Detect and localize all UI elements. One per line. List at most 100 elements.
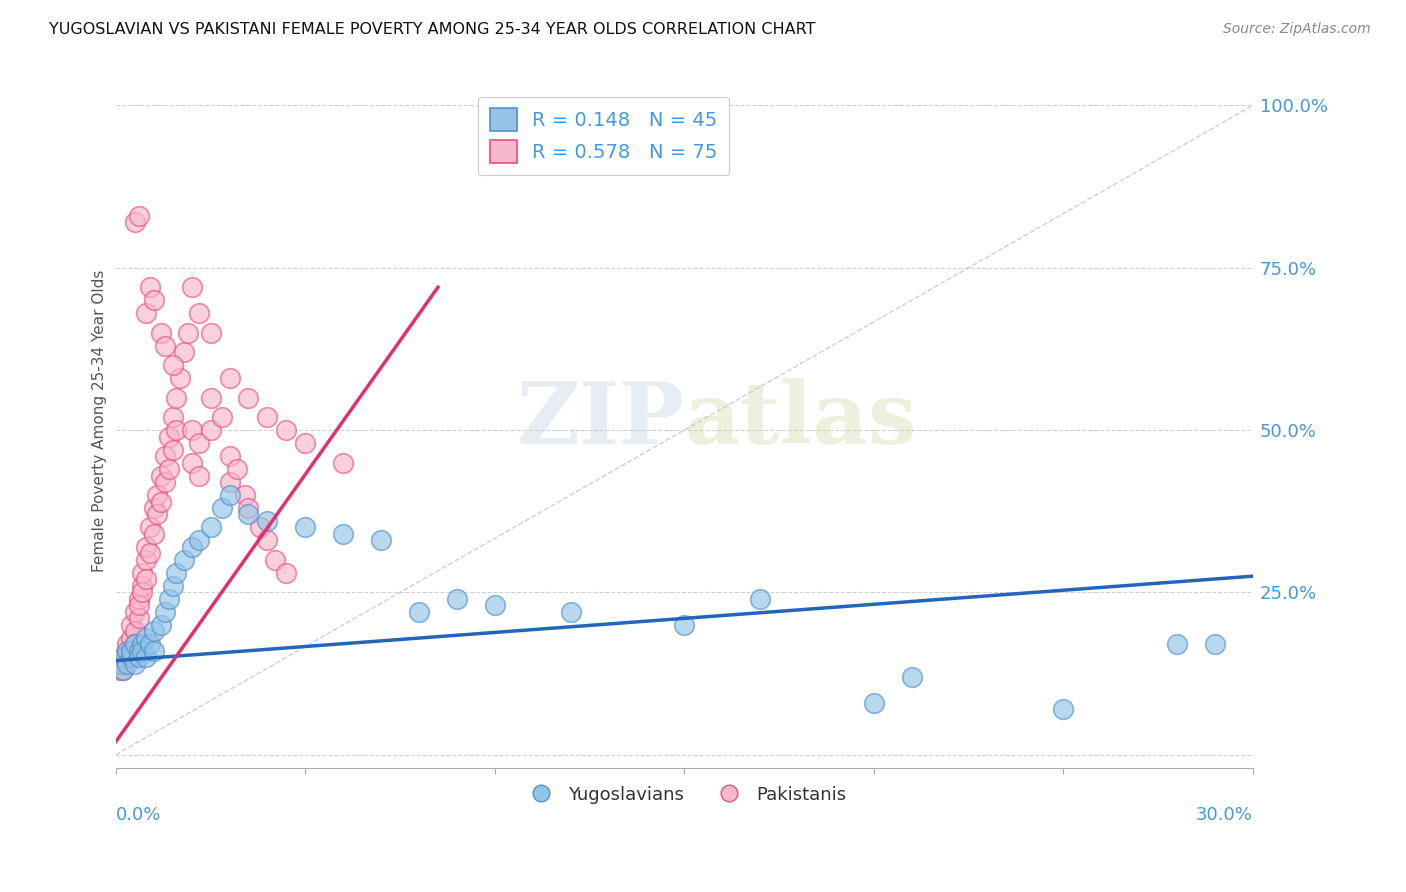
Point — [108, 663, 131, 677]
Point — [1052, 702, 1074, 716]
Point — [233, 488, 256, 502]
Point — [131, 566, 153, 580]
Point — [276, 423, 298, 437]
Point — [370, 533, 392, 548]
Point — [139, 520, 162, 534]
Point — [211, 410, 233, 425]
Point — [180, 423, 202, 437]
Point — [157, 462, 180, 476]
Point — [124, 657, 146, 671]
Point — [124, 605, 146, 619]
Point — [115, 644, 138, 658]
Point — [218, 371, 240, 385]
Point — [180, 456, 202, 470]
Point — [120, 650, 142, 665]
Point — [200, 423, 222, 437]
Point — [124, 215, 146, 229]
Point — [128, 650, 150, 665]
Point — [112, 657, 135, 671]
Point — [169, 371, 191, 385]
Point — [673, 618, 696, 632]
Point — [131, 637, 153, 651]
Point — [173, 345, 195, 359]
Point — [157, 429, 180, 443]
Point — [180, 540, 202, 554]
Text: ZIP: ZIP — [516, 378, 685, 462]
Point — [238, 500, 260, 515]
Point — [749, 591, 772, 606]
Text: 30.0%: 30.0% — [1197, 805, 1253, 824]
Point — [142, 624, 165, 639]
Point — [153, 605, 176, 619]
Point — [120, 631, 142, 645]
Point — [142, 644, 165, 658]
Point — [162, 358, 184, 372]
Point — [188, 436, 211, 450]
Point — [112, 663, 135, 677]
Point — [238, 508, 260, 522]
Point — [256, 514, 278, 528]
Point — [108, 657, 131, 671]
Point — [188, 306, 211, 320]
Point — [153, 449, 176, 463]
Point — [249, 520, 271, 534]
Point — [131, 585, 153, 599]
Point — [139, 546, 162, 560]
Point — [139, 280, 162, 294]
Point — [128, 611, 150, 625]
Point — [162, 579, 184, 593]
Text: YUGOSLAVIAN VS PAKISTANI FEMALE POVERTY AMONG 25-34 YEAR OLDS CORRELATION CHART: YUGOSLAVIAN VS PAKISTANI FEMALE POVERTY … — [49, 22, 815, 37]
Point — [120, 618, 142, 632]
Point — [1204, 637, 1226, 651]
Point — [332, 527, 354, 541]
Point — [142, 527, 165, 541]
Y-axis label: Female Poverty Among 25-34 Year Olds: Female Poverty Among 25-34 Year Olds — [93, 269, 107, 572]
Point — [153, 475, 176, 489]
Point — [162, 410, 184, 425]
Point — [165, 423, 187, 437]
Point — [180, 280, 202, 294]
Point — [115, 650, 138, 665]
Point — [115, 644, 138, 658]
Point — [139, 637, 162, 651]
Point — [1166, 637, 1188, 651]
Text: 0.0%: 0.0% — [115, 805, 162, 824]
Point — [200, 391, 222, 405]
Point — [128, 591, 150, 606]
Point — [200, 520, 222, 534]
Point — [142, 500, 165, 515]
Point — [150, 618, 173, 632]
Point — [256, 410, 278, 425]
Point — [128, 209, 150, 223]
Point — [484, 599, 506, 613]
Point — [112, 650, 135, 665]
Point — [162, 442, 184, 457]
Point — [226, 462, 249, 476]
Point — [218, 488, 240, 502]
Point — [135, 306, 157, 320]
Point — [115, 657, 138, 671]
Point — [124, 637, 146, 651]
Point — [862, 696, 884, 710]
Point — [142, 293, 165, 308]
Point — [294, 520, 316, 534]
Point — [150, 468, 173, 483]
Point — [112, 663, 135, 677]
Point — [120, 644, 142, 658]
Point — [211, 500, 233, 515]
Text: Source: ZipAtlas.com: Source: ZipAtlas.com — [1223, 22, 1371, 37]
Point — [294, 436, 316, 450]
Point — [128, 599, 150, 613]
Point — [131, 579, 153, 593]
Point — [146, 488, 169, 502]
Point — [135, 573, 157, 587]
Text: atlas: atlas — [685, 378, 917, 462]
Point — [276, 566, 298, 580]
Point — [150, 494, 173, 508]
Point — [128, 644, 150, 658]
Point — [256, 533, 278, 548]
Point — [108, 657, 131, 671]
Point — [112, 650, 135, 665]
Point — [124, 637, 146, 651]
Point — [146, 508, 169, 522]
